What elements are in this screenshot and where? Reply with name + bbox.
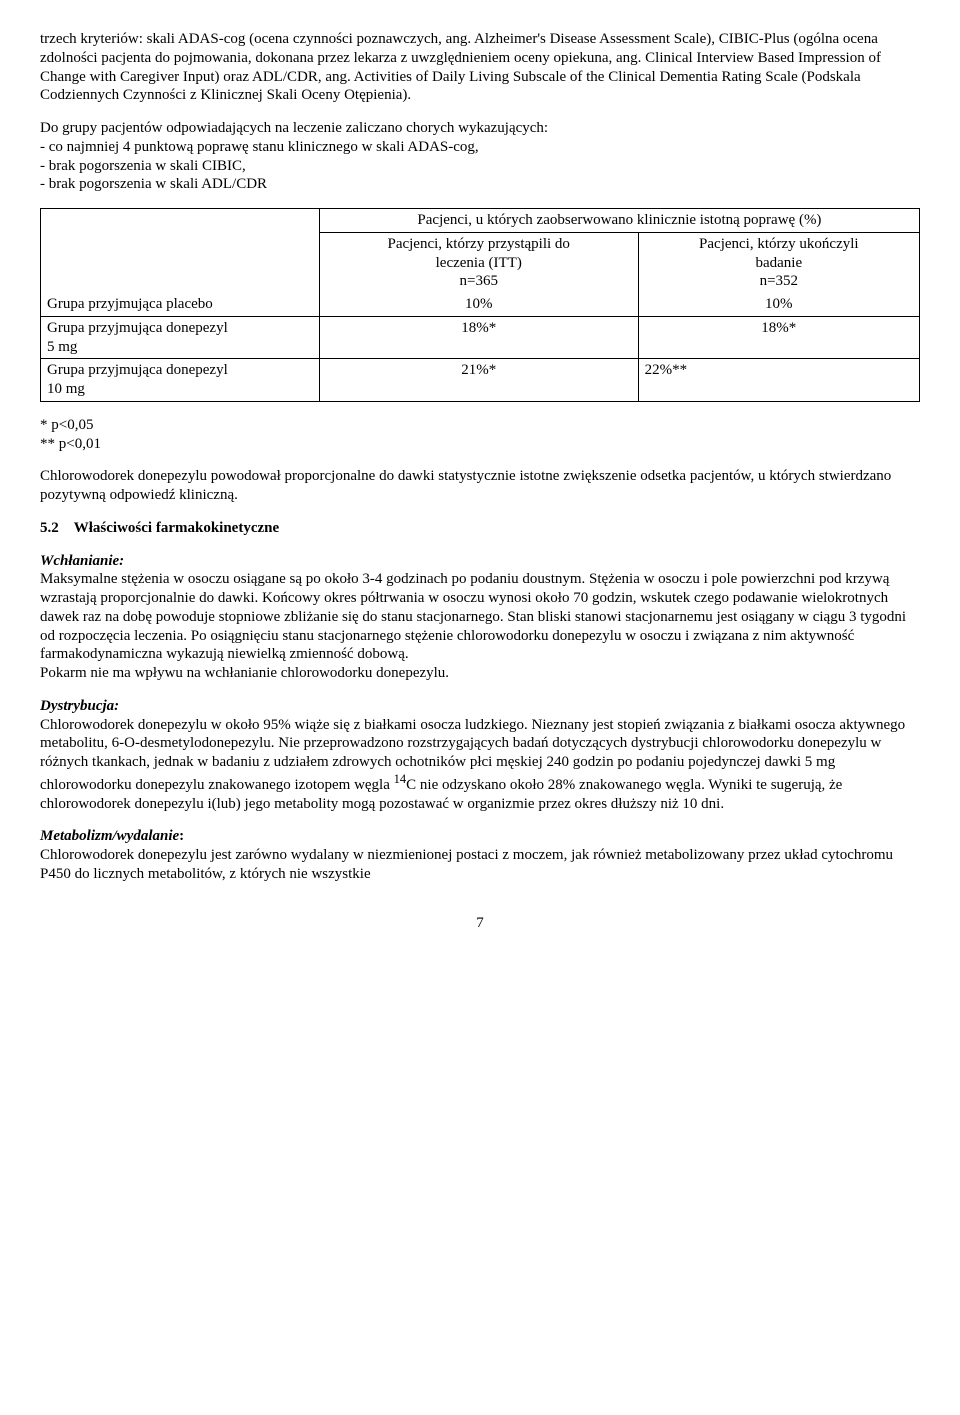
row-placebo-label: Grupa przyjmująca placebo bbox=[41, 293, 320, 316]
row-placebo-completed: 10% bbox=[638, 293, 919, 316]
col-header-itt: Pacjenci, którzy przystąpili do leczenia… bbox=[319, 232, 638, 293]
table-row: Grupa przyjmująca donepezyl 10 mg 21%* 2… bbox=[41, 359, 920, 402]
row-5mg-itt: 18%* bbox=[319, 316, 638, 359]
absorption-body: Maksymalne stężenia w osoczu osiągane są… bbox=[40, 570, 920, 683]
row-placebo-itt: 10% bbox=[319, 293, 638, 316]
paragraph-conclusion: Chlorowodorek donepezylu powodował propo… bbox=[40, 467, 920, 505]
table-header-span: Pacjenci, u których zaobserwowano klinic… bbox=[319, 209, 919, 233]
row-5mg-completed: 18%* bbox=[638, 316, 919, 359]
isotope-superscript: 14 bbox=[394, 772, 407, 786]
table-row: Pacjenci, u których zaobserwowano klinic… bbox=[41, 209, 920, 233]
text: badanie bbox=[755, 255, 802, 271]
section-number: 5.2 bbox=[40, 520, 59, 536]
col-header-completed: Pacjenci, którzy ukończyli badanie n=352 bbox=[638, 232, 919, 293]
table-row: Grupa przyjmująca placebo 10% 10% bbox=[41, 293, 920, 316]
section-5-2-heading: 5.2 Właściwości farmakokinetyczne bbox=[40, 519, 920, 538]
text: 5 mg bbox=[47, 339, 77, 355]
distribution-heading: Dystrybucja: bbox=[40, 697, 920, 716]
footnote-p05: * p<0,05 bbox=[40, 417, 93, 433]
criteria-line-4: - brak pogorszenia w skali ADL/CDR bbox=[40, 176, 267, 192]
row-10mg-completed: 22%** bbox=[638, 359, 919, 402]
text: Grupa przyjmująca donepezyl bbox=[47, 320, 228, 336]
text: Pacjenci, którzy ukończyli bbox=[699, 236, 859, 252]
text: n=365 bbox=[459, 273, 497, 289]
row-10mg-itt: 21%* bbox=[319, 359, 638, 402]
empty-cell bbox=[41, 209, 320, 233]
table-row: Pacjenci, którzy przystąpili do leczenia… bbox=[41, 232, 920, 293]
page-number: 7 bbox=[40, 914, 920, 933]
text: n=352 bbox=[760, 273, 798, 289]
text: 10 mg bbox=[47, 381, 85, 397]
empty-cell bbox=[41, 232, 320, 293]
text: leczenia (ITT) bbox=[436, 255, 522, 271]
metabolism-heading: Metabolizm/wydalanie: bbox=[40, 827, 920, 846]
responder-criteria: Do grupy pacjentów odpowiadających na le… bbox=[40, 119, 920, 194]
text: Grupa przyjmująca donepezyl bbox=[47, 362, 228, 378]
paragraph-intro: trzech kryteriów: skali ADAS-cog (ocena … bbox=[40, 30, 920, 105]
text: Pacjenci, którzy przystąpili do bbox=[387, 236, 569, 252]
row-5mg-label: Grupa przyjmująca donepezyl 5 mg bbox=[41, 316, 320, 359]
metabolism-body: Chlorowodorek donepezylu jest zarówno wy… bbox=[40, 846, 920, 884]
criteria-line-2: - co najmniej 4 punktową poprawę stanu k… bbox=[40, 139, 479, 155]
section-title: Właściwości farmakokinetyczne bbox=[74, 520, 279, 536]
absorption-heading: Wchłanianie: bbox=[40, 552, 920, 571]
metabolism-label: Metabolizm/wydalanie bbox=[40, 828, 179, 844]
criteria-line-1: Do grupy pacjentów odpowiadających na le… bbox=[40, 120, 548, 136]
results-table: Pacjenci, u których zaobserwowano klinic… bbox=[40, 208, 920, 402]
criteria-line-3: - brak pogorszenia w skali CIBIC, bbox=[40, 158, 246, 174]
footnote-p01: ** p<0,01 bbox=[40, 436, 101, 452]
table-footnotes: * p<0,05 ** p<0,01 bbox=[40, 416, 920, 454]
row-10mg-label: Grupa przyjmująca donepezyl 10 mg bbox=[41, 359, 320, 402]
distribution-body: Chlorowodorek donepezylu w około 95% wią… bbox=[40, 716, 920, 814]
table-row: Grupa przyjmująca donepezyl 5 mg 18%* 18… bbox=[41, 316, 920, 359]
text: Maksymalne stężenia w osoczu osiągane są… bbox=[40, 571, 906, 662]
text: Pokarm nie ma wpływu na wchłanianie chlo… bbox=[40, 665, 449, 681]
